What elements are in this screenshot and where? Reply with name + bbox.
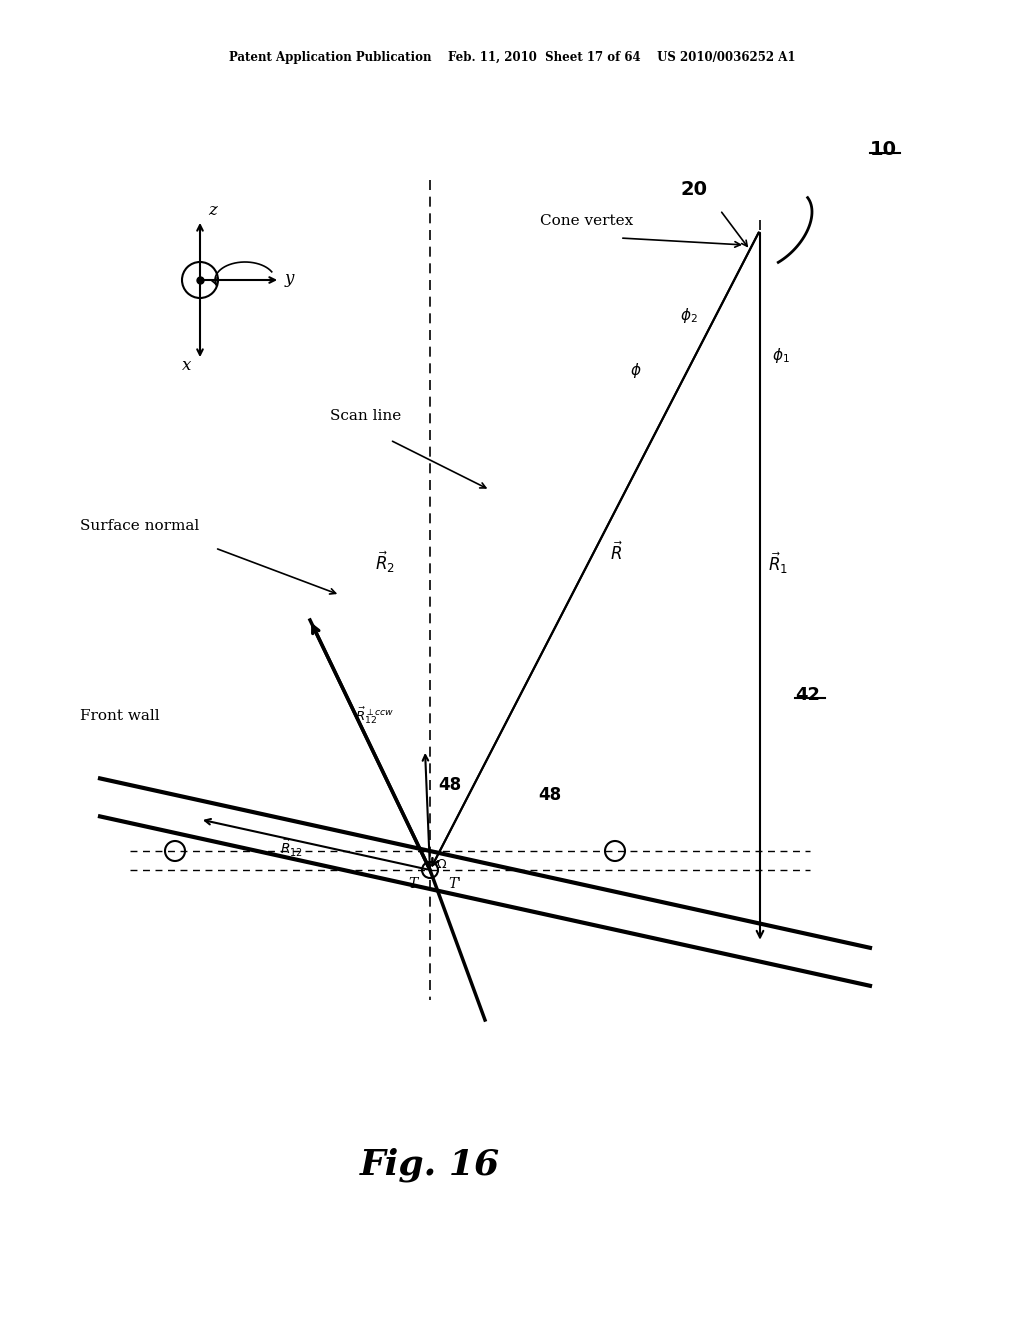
Text: T: T — [408, 876, 417, 891]
Text: $\phi_2$: $\phi_2$ — [680, 306, 697, 325]
Text: Front wall: Front wall — [80, 709, 160, 723]
Text: $\vec{R}_2$: $\vec{R}_2$ — [375, 549, 395, 576]
Text: 48: 48 — [539, 785, 561, 804]
Text: z: z — [208, 202, 217, 219]
Text: T': T' — [449, 876, 461, 891]
Text: Scan line: Scan line — [330, 409, 401, 422]
Text: Cone vertex: Cone vertex — [540, 214, 633, 228]
Text: $\vec{R}$: $\vec{R}$ — [610, 541, 624, 564]
Text: 10: 10 — [870, 140, 897, 158]
Text: x: x — [182, 356, 191, 374]
Text: $\phi_1$: $\phi_1$ — [772, 346, 790, 366]
Text: $\vec{R}_{12}^{\perp ccw}$: $\vec{R}_{12}^{\perp ccw}$ — [355, 705, 394, 726]
Text: $\phi$: $\phi$ — [630, 360, 642, 380]
Text: $\vec{R}_1$: $\vec{R}_1$ — [768, 550, 788, 577]
Text: 42: 42 — [795, 686, 820, 704]
Text: $\vec{R}_{12}$: $\vec{R}_{12}$ — [280, 838, 303, 859]
Text: Fig. 16: Fig. 16 — [360, 1148, 500, 1183]
Text: y: y — [285, 271, 294, 286]
Text: Patent Application Publication    Feb. 11, 2010  Sheet 17 of 64    US 2010/00362: Patent Application Publication Feb. 11, … — [228, 51, 796, 65]
Text: Surface normal: Surface normal — [80, 519, 200, 533]
Text: 48: 48 — [438, 776, 462, 795]
Text: $\Omega$: $\Omega$ — [436, 858, 447, 871]
Text: 20: 20 — [680, 180, 707, 199]
